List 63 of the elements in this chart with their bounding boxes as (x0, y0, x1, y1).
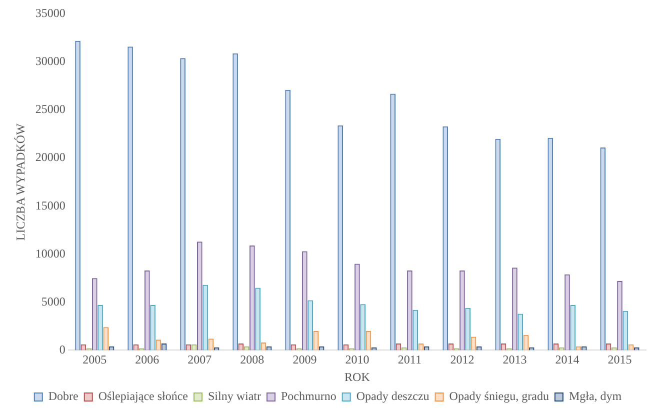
bar (564, 274, 570, 350)
bar (407, 270, 412, 350)
bar (98, 305, 103, 350)
bar (570, 305, 576, 350)
y-tick-label: 30000 (35, 54, 66, 68)
x-tick-label: 2015 (608, 352, 632, 367)
x-tick-label: 2012 (450, 352, 474, 367)
bar (442, 126, 448, 350)
bar (250, 246, 255, 350)
bar (144, 270, 150, 350)
legend-label: Pochmurno (281, 389, 336, 404)
bar (308, 300, 313, 350)
y-tick-label: 35000 (35, 6, 66, 20)
y-tick-label: 15000 (35, 198, 66, 212)
x-tick-label: 2009 (292, 352, 317, 367)
bar (360, 304, 366, 350)
bar (495, 138, 501, 350)
bar (92, 278, 98, 350)
bar (518, 314, 524, 350)
x-axis-title: ROK (344, 370, 370, 384)
bar (150, 305, 156, 350)
bar (302, 251, 308, 350)
bar (202, 284, 208, 350)
bar (460, 270, 465, 350)
y-axis-title: LICZBA WYPADKÓW (13, 122, 28, 241)
bar (548, 138, 554, 350)
bar (232, 53, 238, 350)
x-tick-label: 2006 (135, 352, 160, 367)
legend-label: Opady deszczu (356, 389, 430, 404)
bar (338, 125, 343, 350)
y-tick-label: 20000 (35, 150, 66, 164)
bar (600, 148, 606, 350)
y-tick-label: 10000 (35, 246, 66, 260)
bar (412, 310, 418, 350)
y-tick-label: 25000 (35, 102, 66, 116)
bar (128, 46, 133, 350)
y-tick-label: 5000 (41, 294, 66, 308)
x-tick-label: 2007 (188, 352, 212, 367)
bar (156, 340, 162, 350)
x-tick-label: 2008 (240, 352, 264, 367)
bar (465, 308, 471, 350)
bar (75, 40, 80, 350)
x-tick-label: 2010 (345, 352, 370, 367)
bar (285, 90, 290, 350)
bar (103, 327, 109, 350)
legend-label: Mgła, dym (568, 389, 622, 404)
bar (354, 264, 360, 350)
x-tick-label: 2011 (398, 352, 422, 367)
legend-label: Oślepiające słońce (98, 389, 188, 404)
bar (180, 58, 186, 350)
bar (390, 94, 396, 350)
bar (622, 310, 628, 350)
y-tick-label: 0 (59, 342, 66, 356)
bar (512, 268, 518, 350)
bar (197, 242, 202, 350)
legend-label: Opady śniegu, gradu (449, 389, 549, 404)
x-tick-label: 2013 (502, 352, 527, 367)
legend-label: Dobre (48, 389, 78, 404)
bar (617, 281, 622, 350)
x-tick-label: 2005 (82, 352, 107, 367)
legend-label: Silny wiatr (208, 389, 262, 404)
bar (255, 288, 260, 350)
x-tick-label: 2014 (555, 352, 580, 367)
